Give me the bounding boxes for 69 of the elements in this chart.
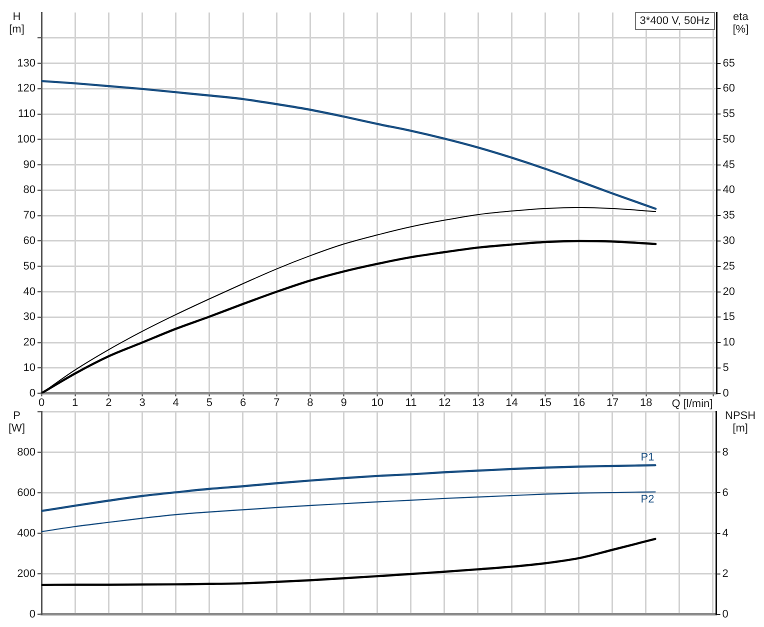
x-tick-label: 7 bbox=[274, 396, 280, 409]
y-tick-label: 0 bbox=[29, 387, 36, 400]
x-tick-label: 2 bbox=[106, 396, 112, 409]
y2-tick-label: 50 bbox=[722, 133, 735, 146]
y2-tick-label: 25 bbox=[722, 260, 735, 272]
y-tick-label: 70 bbox=[23, 210, 36, 222]
y-tick-label: 20 bbox=[23, 336, 36, 349]
line-series bbox=[42, 464, 656, 512]
series-label: P2 bbox=[640, 493, 654, 506]
chart-title: 3*400 V, 50Hz bbox=[634, 12, 715, 30]
line-series bbox=[42, 538, 656, 586]
x-tick-label: 0 bbox=[38, 396, 45, 409]
y-tick-label: 120 bbox=[17, 82, 36, 95]
y2-tick-label: 0 bbox=[722, 608, 728, 620]
y2-tick-label: 5 bbox=[722, 362, 729, 374]
x-tick-label: 1 bbox=[72, 396, 78, 409]
y-axis-title: P [W] bbox=[8, 410, 25, 435]
y-tick-label: 400 bbox=[17, 527, 36, 540]
x-tick-label: 4 bbox=[172, 396, 179, 409]
y-axis-title: H [m] bbox=[9, 11, 24, 36]
y2-tick-label: 4 bbox=[722, 527, 728, 540]
x-tick-label: 14 bbox=[506, 396, 518, 409]
y-tick-label: 30 bbox=[23, 311, 36, 324]
y-tick-label: 130 bbox=[17, 57, 36, 70]
y-tick-label: 80 bbox=[23, 184, 36, 196]
x-tick-label: 13 bbox=[472, 396, 484, 409]
x-tick-label: 11 bbox=[405, 396, 417, 409]
y2-tick-label: 40 bbox=[722, 184, 735, 196]
x-tick-label: 5 bbox=[206, 396, 213, 409]
y-tick-label: 90 bbox=[23, 158, 36, 171]
y2-axis-title: eta [%] bbox=[732, 11, 750, 36]
y-tick-label: 600 bbox=[17, 486, 36, 499]
y2-tick-label: 30 bbox=[722, 235, 735, 248]
y-tick-label: 800 bbox=[17, 446, 36, 458]
line-series bbox=[42, 491, 656, 532]
y2-tick-label: 35 bbox=[722, 210, 735, 222]
y2-tick-label: 2 bbox=[722, 568, 728, 580]
y2-tick-label: 45 bbox=[722, 158, 735, 171]
y2-tick-label: 65 bbox=[722, 57, 735, 70]
x-tick-label: 12 bbox=[438, 396, 451, 409]
x-tick-label: 8 bbox=[307, 396, 314, 409]
x-tick-label: 3 bbox=[139, 396, 146, 409]
series-label: P1 bbox=[640, 452, 654, 464]
y-tick-label: 50 bbox=[23, 260, 36, 272]
x-tick-label: 6 bbox=[240, 396, 246, 409]
x-tick-label: 10 bbox=[371, 396, 384, 409]
y-tick-label: 40 bbox=[23, 286, 36, 298]
y2-tick-label: 60 bbox=[722, 82, 735, 95]
x-tick-label: 15 bbox=[539, 396, 552, 409]
y-tick-label: 60 bbox=[23, 235, 36, 248]
x-tick-label: 17 bbox=[606, 396, 619, 409]
line-series bbox=[42, 80, 657, 210]
y2-tick-label: 20 bbox=[722, 286, 735, 298]
y-tick-label: 200 bbox=[17, 568, 36, 580]
y2-tick-label: 6 bbox=[722, 486, 728, 499]
y-tick-label: 10 bbox=[23, 362, 36, 374]
y2-axis-title: NPSH [m] bbox=[725, 410, 756, 435]
y2-tick-label: 0 bbox=[722, 387, 729, 400]
x-axis-title: Q [l/min] bbox=[672, 398, 713, 410]
y-tick-label: 0 bbox=[29, 608, 36, 620]
x-tick-label: 18 bbox=[640, 396, 652, 409]
y-tick-label: 100 bbox=[17, 133, 36, 146]
y2-tick-label: 55 bbox=[722, 108, 735, 120]
y-tick-label: 110 bbox=[18, 108, 36, 120]
x-tick-label: 9 bbox=[340, 396, 347, 409]
y2-tick-label: 8 bbox=[722, 446, 728, 458]
x-tick-label: 16 bbox=[572, 396, 586, 409]
y2-tick-label: 15 bbox=[722, 311, 735, 324]
y2-tick-label: 10 bbox=[722, 336, 735, 349]
